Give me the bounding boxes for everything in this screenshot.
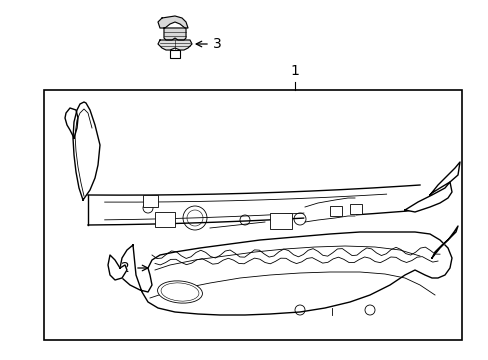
Polygon shape bbox=[305, 198, 354, 222]
Polygon shape bbox=[431, 226, 457, 258]
Text: 3: 3 bbox=[213, 37, 221, 51]
Polygon shape bbox=[429, 162, 459, 195]
Bar bbox=[44, 90, 461, 340]
Polygon shape bbox=[88, 185, 419, 225]
Text: 2: 2 bbox=[121, 261, 130, 275]
Polygon shape bbox=[65, 108, 78, 138]
Bar bbox=[269, 213, 291, 229]
Text: 1: 1 bbox=[290, 64, 299, 78]
Polygon shape bbox=[158, 16, 187, 28]
Bar bbox=[329, 206, 341, 216]
Bar bbox=[155, 212, 175, 227]
Polygon shape bbox=[404, 182, 451, 212]
Bar bbox=[170, 50, 180, 58]
Ellipse shape bbox=[157, 281, 202, 303]
Polygon shape bbox=[73, 102, 100, 200]
Polygon shape bbox=[120, 232, 451, 315]
Bar bbox=[349, 204, 361, 214]
Polygon shape bbox=[158, 40, 192, 50]
Polygon shape bbox=[163, 28, 185, 40]
Bar bbox=[142, 195, 158, 207]
Polygon shape bbox=[108, 255, 127, 280]
